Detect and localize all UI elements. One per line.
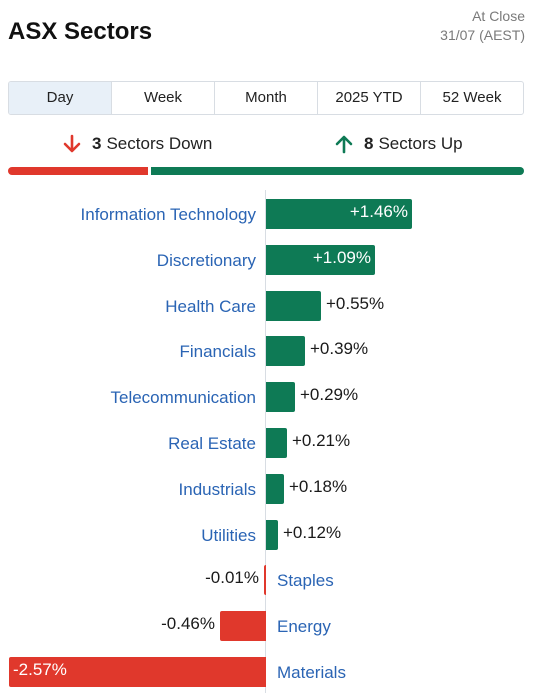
sector-change-value: +0.29% xyxy=(300,385,359,404)
breadth-bar-down xyxy=(8,167,148,175)
sector-label[interactable]: Financials xyxy=(179,342,256,361)
sector-change-value: -2.57% xyxy=(13,660,67,679)
sector-bar xyxy=(220,611,266,641)
sector-bar xyxy=(266,428,287,458)
sector-row-staples[interactable]: Staples -0.01% xyxy=(0,563,534,597)
sector-label[interactable]: Discretionary xyxy=(156,251,256,270)
sectors-up-count: 8 xyxy=(364,134,374,153)
tab-month[interactable]: Month xyxy=(215,82,318,114)
breadth-bar-up xyxy=(151,167,524,175)
sector-row-discretionary[interactable]: Discretionary +1.09% xyxy=(0,243,534,277)
period-tabs: Day Week Month 2025 YTD 52 Week xyxy=(8,81,524,115)
sector-change-value: +1.46% xyxy=(349,202,408,221)
sector-row-information-technology[interactable]: Information Technology +1.46% xyxy=(0,197,534,231)
sector-row-health-care[interactable]: Health Care +0.55% xyxy=(0,289,534,323)
tab-day[interactable]: Day xyxy=(9,82,112,114)
tab-ytd[interactable]: 2025 YTD xyxy=(318,82,421,114)
sector-bar xyxy=(266,382,295,412)
sector-bar xyxy=(266,520,278,550)
sector-change-value: +0.39% xyxy=(310,339,369,358)
sector-label[interactable]: Telecommunication xyxy=(110,388,256,407)
sector-bar xyxy=(266,336,305,366)
sector-row-financials[interactable]: Financials +0.39% xyxy=(0,334,534,368)
sector-label[interactable]: Information Technology xyxy=(80,205,256,224)
sector-change-value: +0.18% xyxy=(289,477,348,496)
sector-label[interactable]: Health Care xyxy=(165,297,256,316)
sector-row-industrials[interactable]: Industrials +0.18% xyxy=(0,472,534,506)
sector-label[interactable]: Energy xyxy=(277,617,331,636)
sector-change-value: +1.09% xyxy=(312,248,371,267)
sector-bar xyxy=(266,199,412,229)
sector-bar xyxy=(9,657,266,687)
arrow-up-icon xyxy=(335,135,353,154)
sector-bar xyxy=(266,291,321,321)
tab-week[interactable]: Week xyxy=(112,82,215,114)
sector-bar xyxy=(266,245,375,275)
sector-row-materials[interactable]: Materials -2.57% xyxy=(0,655,534,689)
sector-change-value: -0.01% xyxy=(205,568,259,587)
sector-label[interactable]: Materials xyxy=(277,663,346,682)
sectors-down-label: Sectors Down xyxy=(106,134,213,153)
sector-change-value: +0.12% xyxy=(283,523,342,542)
tab-52-week[interactable]: 52 Week xyxy=(442,89,502,106)
sector-row-real-estate[interactable]: Real Estate +0.21% xyxy=(0,426,534,460)
sectors-up-label: Sectors Up xyxy=(378,134,463,153)
sector-row-energy[interactable]: Energy -0.46% xyxy=(0,609,534,643)
sector-row-utilities[interactable]: Utilities +0.12% xyxy=(0,518,534,552)
sector-bar xyxy=(266,474,284,504)
sector-label[interactable]: Utilities xyxy=(201,526,256,545)
sectors-down-summary: 3 Sectors Down xyxy=(62,134,212,154)
sector-label[interactable]: Staples xyxy=(277,571,334,590)
status-line-1: At Close xyxy=(472,8,525,24)
arrow-down-icon xyxy=(63,134,81,153)
status-date: 31/07 (AEST) xyxy=(440,27,525,43)
sectors-down-count: 3 xyxy=(92,134,102,153)
market-status: At Close 31/07 (AEST) xyxy=(440,7,525,45)
chart-zero-axis xyxy=(265,190,266,693)
sector-row-telecommunication[interactable]: Telecommunication +0.29% xyxy=(0,380,534,414)
sector-label[interactable]: Industrials xyxy=(178,480,256,499)
sector-change-value: +0.21% xyxy=(292,431,351,450)
sector-change-value: +0.55% xyxy=(326,294,385,313)
sector-label[interactable]: Real Estate xyxy=(168,434,256,453)
sector-change-value: -0.46% xyxy=(161,614,215,633)
page-title: ASX Sectors xyxy=(8,18,153,45)
sector-bar xyxy=(264,565,266,595)
sectors-up-summary: 8 Sectors Up xyxy=(334,134,463,154)
